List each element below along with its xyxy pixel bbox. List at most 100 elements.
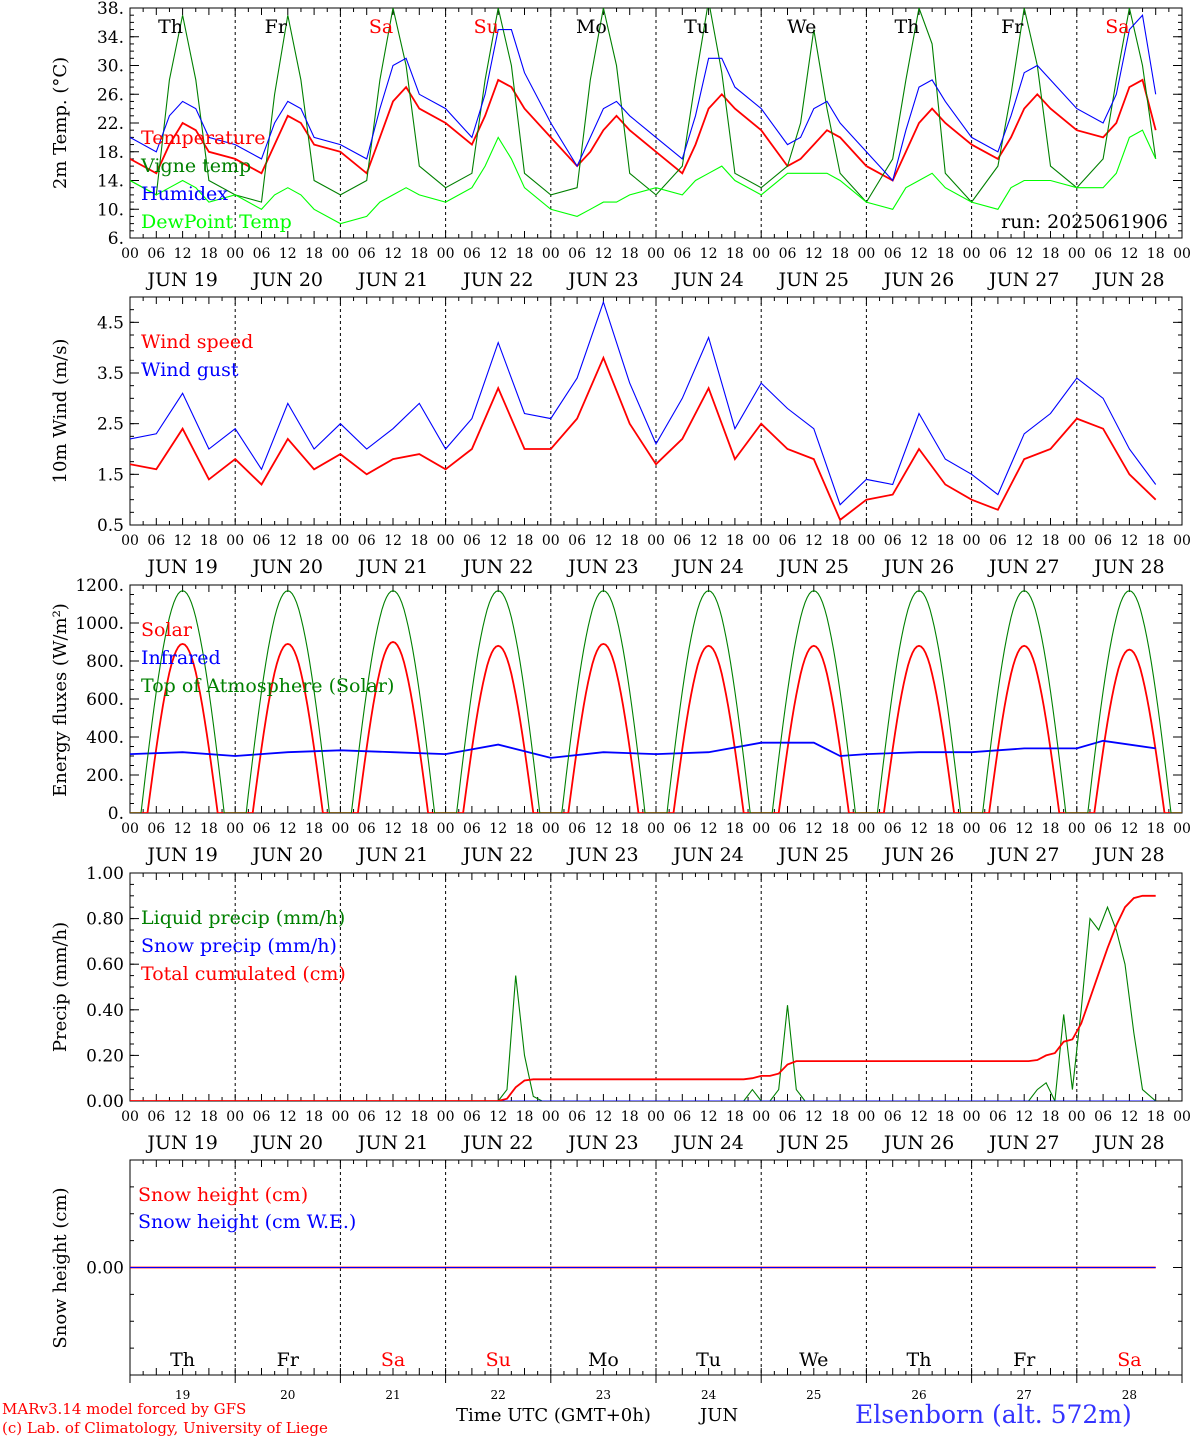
hour-label: 00 xyxy=(647,1109,665,1125)
hour-label: 12 xyxy=(1015,821,1033,837)
hour-label: 12 xyxy=(910,1109,928,1125)
series-line-solar xyxy=(130,641,1182,813)
date-label: JUN 27 xyxy=(987,269,1059,291)
day-number-label: 23 xyxy=(596,1388,611,1402)
legend-entry: DewPoint Temp xyxy=(141,211,292,233)
y-tick-label: 1.5 xyxy=(97,465,124,485)
legend-entry: Wind speed xyxy=(141,331,253,353)
hour-label: 12 xyxy=(174,533,192,549)
date-label: JUN 28 xyxy=(1092,269,1164,291)
hour-label: 06 xyxy=(1094,821,1112,837)
date-label: JUN 21 xyxy=(356,556,428,578)
y-axis-label: Snow height (cm) xyxy=(50,1187,71,1348)
series-line-infrared xyxy=(130,739,1156,759)
hour-label: 00 xyxy=(121,533,139,549)
hour-label: 06 xyxy=(884,533,902,549)
hour-label: 12 xyxy=(1120,1109,1138,1125)
date-label: JUN 19 xyxy=(145,1132,217,1154)
hour-label: 12 xyxy=(174,1109,192,1125)
date-label: JUN 26 xyxy=(882,1132,954,1154)
date-label: JUN 21 xyxy=(356,1132,428,1154)
date-label: JUN 20 xyxy=(251,844,323,866)
date-label: JUN 28 xyxy=(1092,1132,1164,1154)
hour-label: 12 xyxy=(805,821,823,837)
date-label: JUN 26 xyxy=(882,556,954,578)
hour-label: 00 xyxy=(1068,1109,1086,1125)
weekday-label-bottom: Th xyxy=(170,1349,195,1371)
hour-label: 00 xyxy=(963,533,981,549)
y-axis-label: 2m Temp. (°C) xyxy=(50,57,71,189)
hour-label: 06 xyxy=(253,1109,271,1125)
day-number-label: 22 xyxy=(491,1388,506,1402)
legend-entry: Total cumulated (cm) xyxy=(141,963,346,985)
hour-label: 06 xyxy=(568,1109,586,1125)
series-line-liquid-precip-mm-h- xyxy=(130,905,1157,1101)
hour-label: 18 xyxy=(410,821,428,837)
hour-label: 00 xyxy=(331,246,349,262)
hour-label: 12 xyxy=(174,246,192,262)
hour-label: 18 xyxy=(831,246,849,262)
hour-label: 06 xyxy=(463,533,481,549)
hour-label: 12 xyxy=(594,821,612,837)
hour-label: 18 xyxy=(831,821,849,837)
hour-label: 18 xyxy=(410,246,428,262)
hour-label: 12 xyxy=(805,533,823,549)
day-number-label: 19 xyxy=(175,1388,190,1402)
y-tick-label: 18. xyxy=(97,143,124,163)
hour-label: 18 xyxy=(1042,246,1060,262)
hour-label: 06 xyxy=(358,1109,376,1125)
hour-label: 00 xyxy=(331,533,349,549)
weekday-label-bottom: We xyxy=(799,1349,828,1371)
hour-label: 12 xyxy=(489,1109,507,1125)
series-line-humidex xyxy=(130,13,1157,182)
hour-label: 06 xyxy=(358,246,376,262)
legend-entry: Snow height (cm W.E.) xyxy=(138,1211,356,1233)
series-line-wind-speed xyxy=(130,355,1157,522)
date-label: JUN 23 xyxy=(566,1132,638,1154)
hour-label: 00 xyxy=(857,821,875,837)
hour-label: 00 xyxy=(1173,1109,1191,1125)
series-line-temperature xyxy=(130,78,1157,182)
hour-label: 00 xyxy=(542,821,560,837)
hour-label: 18 xyxy=(936,821,954,837)
hour-label: 00 xyxy=(647,533,665,549)
hour-label: 18 xyxy=(200,1109,218,1125)
date-label: JUN 25 xyxy=(777,556,849,578)
hour-label: 18 xyxy=(305,533,323,549)
weekday-label-top: Mo xyxy=(576,16,607,38)
series-line-total-cumulated-cm- xyxy=(130,894,1156,1101)
hour-label: 12 xyxy=(279,1109,297,1125)
weekday-label-top: Th xyxy=(895,16,920,38)
hour-label: 18 xyxy=(936,246,954,262)
weekday-label-top: Tu xyxy=(684,16,709,38)
hour-label: 18 xyxy=(1042,821,1060,837)
station-label: Elsenborn (alt. 572m) xyxy=(855,1400,1132,1429)
y-tick-label: 1.00 xyxy=(86,864,124,884)
hour-label: 00 xyxy=(226,533,244,549)
date-label: JUN 25 xyxy=(777,269,849,291)
series-line-wind-gust xyxy=(130,300,1157,506)
hour-label: 18 xyxy=(1147,246,1165,262)
hour-label: 12 xyxy=(594,1109,612,1125)
date-label: JUN 21 xyxy=(356,269,428,291)
hour-label: 06 xyxy=(147,533,165,549)
hour-label: 18 xyxy=(305,1109,323,1125)
hour-label: 12 xyxy=(805,1109,823,1125)
hour-label: 00 xyxy=(331,1109,349,1125)
weekday-label-top: Fr xyxy=(265,16,288,38)
hour-label: 18 xyxy=(726,1109,744,1125)
date-label: JUN 24 xyxy=(671,556,743,578)
hour-label: 00 xyxy=(1068,533,1086,549)
hour-label: 06 xyxy=(147,246,165,262)
hour-label: 06 xyxy=(568,246,586,262)
hour-label: 12 xyxy=(279,821,297,837)
y-tick-label: 34. xyxy=(97,28,124,48)
y-tick-label: 0.20 xyxy=(86,1046,124,1066)
hour-label: 18 xyxy=(1147,533,1165,549)
hour-label: 00 xyxy=(1173,533,1191,549)
hour-label: 00 xyxy=(121,246,139,262)
run-label: run: 2025061906 xyxy=(1001,211,1168,233)
hour-label: 06 xyxy=(147,1109,165,1125)
weekday-label-top: Su xyxy=(474,16,499,38)
date-label: JUN 23 xyxy=(566,269,638,291)
